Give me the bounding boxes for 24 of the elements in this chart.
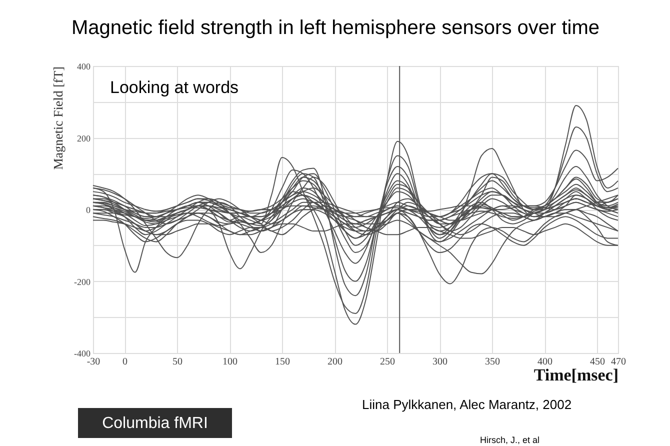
y-tick-label: 0 [86,205,91,215]
x-tick-label: 100 [222,356,238,368]
chart-title: Magnetic field strength in left hemisphere sensors over time [71,17,600,39]
x-tick-label: 150 [275,356,290,368]
x-tick-label: 250 [380,356,395,368]
x-tick-label: 200 [328,356,342,368]
x-tick-label: 350 [485,356,500,368]
y-tick-label: -400 [74,348,91,358]
y-tick-label: 400 [77,62,91,72]
x-tick-label: 0 [122,356,128,368]
x-axis-title: Time[msec] [534,366,618,384]
y-tick-label: 200 [77,133,91,144]
x-tick-label: -30 [86,356,100,368]
text: Columbia fMRI [102,415,208,432]
y-axis-title: Magnetic Field [fT] [50,66,66,170]
x-tick-label: 300 [432,356,448,368]
text: Liina Pylkkanen, Alec Marantz, 2002 [362,397,572,412]
x-tick-label: 470 [611,356,626,368]
x-tick-label: 400 [538,356,552,368]
x-tick-label: 50 [172,356,182,368]
text: Hirsch, J., et al [480,435,540,445]
x-tick-label: 450 [590,356,605,368]
annotation: Looking at words [110,78,239,97]
y-tick-label: -200 [74,276,91,287]
